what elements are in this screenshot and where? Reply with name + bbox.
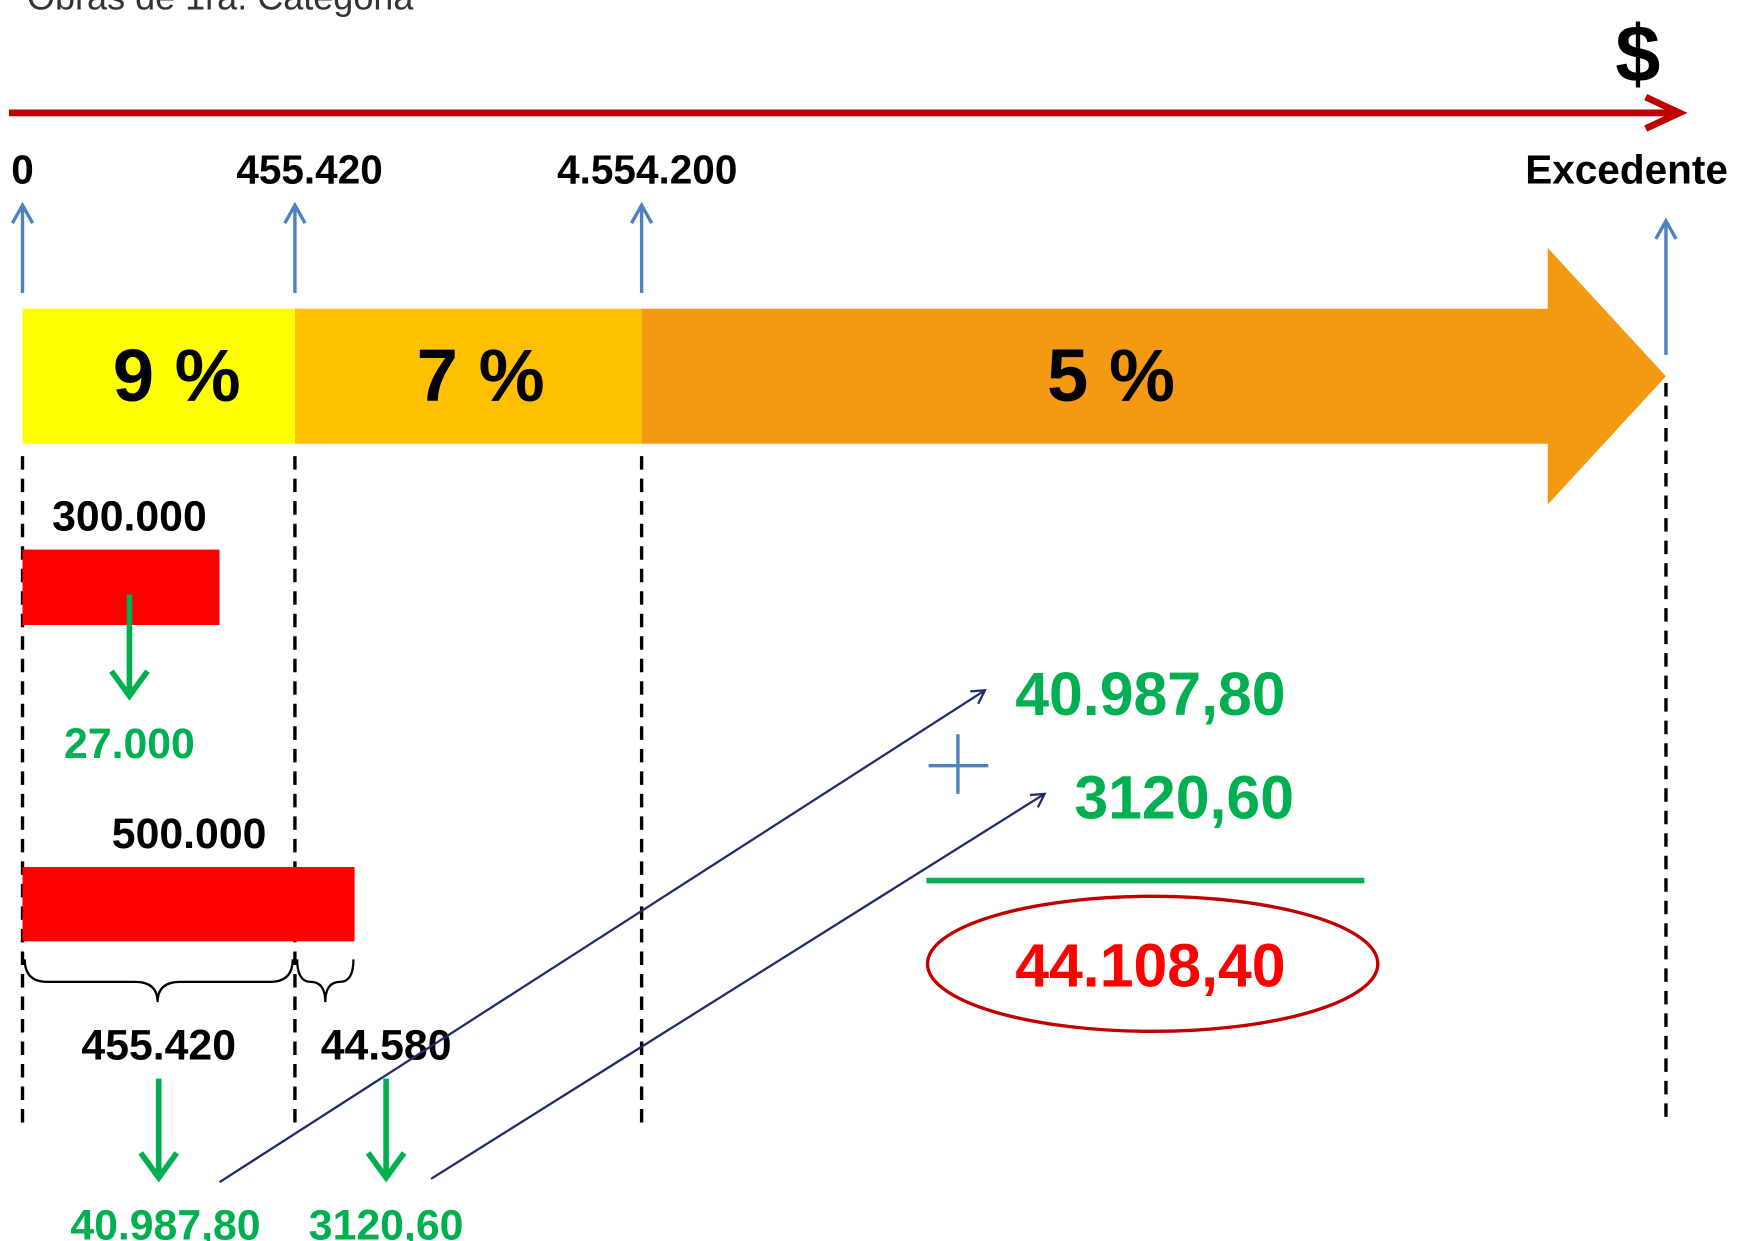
- fee: 40.987,80: [70, 1202, 260, 1241]
- band-label: 9 %: [113, 334, 241, 417]
- currency: $: [1615, 9, 1660, 99]
- dashed-guides: [20, 382, 1668, 1126]
- amount: 300.000: [52, 492, 207, 540]
- band-label: 5 %: [1047, 334, 1175, 417]
- axis-label: 4.554.200: [557, 147, 737, 193]
- amount-bar: [22, 867, 355, 942]
- part: 455.420: [81, 1022, 236, 1070]
- axis-label: 455.420: [236, 147, 382, 193]
- green-arrow: [138, 1078, 407, 1183]
- axis-label: 0: [11, 147, 34, 193]
- sum-term: 40.987,80: [1015, 660, 1285, 728]
- brace: [23, 959, 294, 1003]
- fee: 3120,60: [309, 1202, 464, 1241]
- up-arrows: [10, 201, 1678, 355]
- green-arrow: [109, 594, 150, 701]
- title: Obras de 1ra. Categoria: [27, 0, 414, 17]
- amount: 500.000: [112, 810, 267, 858]
- total-ellipse: [925, 894, 1380, 1034]
- band-9: [22, 308, 295, 444]
- band-7: [294, 308, 642, 444]
- part: 44.580: [321, 1022, 452, 1070]
- fee: 27.000: [64, 720, 195, 768]
- axis-arrow: [1644, 94, 1688, 132]
- brace: [296, 959, 355, 1003]
- amount-bar: [22, 549, 220, 626]
- connector: [218, 689, 1047, 1184]
- sum-total: 44.108,40: [1015, 931, 1285, 999]
- sum-term: 3120,60: [1074, 764, 1294, 832]
- band-5: [641, 247, 1666, 505]
- plus: [928, 734, 989, 794]
- axis-label: Excedente: [1525, 147, 1728, 193]
- band-label: 7 %: [417, 334, 545, 417]
